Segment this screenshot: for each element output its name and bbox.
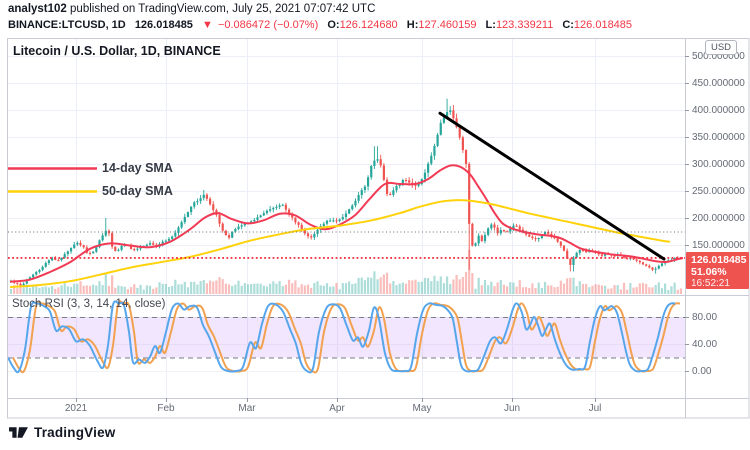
high-label: H: [406,19,419,31]
indicator-title: Stoch RSI (3, 3, 14, 14, close) [12,298,166,310]
stoch-d-line [12,300,681,374]
open-value: 126.124680 [339,19,398,31]
descending-trendline[interactable] [438,111,666,261]
change-value: −0.086472 (−0.07%) [217,19,319,31]
chart-title: Litecoin / U.S. Dollar, 1D, BINANCE [13,44,221,58]
price-axis-label: 500.000000 [692,50,745,62]
price-axis-label: 150.000000 [692,239,745,251]
price-axis-label: 200.000000 [692,212,745,224]
close-value: 126.018485 [573,19,633,31]
axis-ticks [76,56,689,402]
ohlc-row: BINANCE:LTCUSD, 1D 126.018485 ▼ −0.08647… [8,19,632,31]
price-axis-label: 350.000000 [692,131,745,143]
price-axis-label: 450.000000 [692,77,745,89]
gridlines [8,39,685,398]
low-label: L: [485,19,496,31]
time-axis-label: Apr [329,403,345,414]
stoch-k-line [8,300,676,374]
byline: analyst102 published on TradingView.com,… [8,3,375,15]
tradingview-logo-text: TradingView [34,425,116,440]
close-label: C: [562,19,574,31]
legend-50-day-sma: 50-day SMA [102,184,173,198]
stoch-axis-label: 0.00 [692,365,712,377]
price-axis-label: 300.000000 [692,158,745,170]
time-axis-label: Jul [588,403,602,414]
last-price: 126.018485 [134,19,193,31]
last-price-tag: 126.018485 51.06% 16:52:21 [686,252,749,289]
time-axis-label: Mar [238,403,256,414]
currency-unit-button[interactable]: USD [705,40,737,55]
time-axis-label: May [412,403,432,414]
price-axis-label: 250.000000 [692,185,745,197]
byline-text: published on TradingView.com, July 25, 2… [66,3,376,15]
tradingview-logo[interactable]: TradingView [8,424,115,441]
legend-14-day-sma: 14-day SMA [102,161,173,175]
last-price-tag-countdown: 16:52:21 [691,278,730,289]
low-value: 123.339211 [495,19,554,31]
byline-username: analyst102 [8,3,67,15]
change-down-arrow-icon: ▼ [202,19,213,31]
tradingview-logo-icon [9,427,28,438]
symbol-label: BINANCE:LTCUSD, 1D [8,19,126,31]
open-label: O: [327,19,340,31]
stoch-rsi-pane [8,300,685,374]
time-axis-label: 2021 [64,403,88,414]
price-axis-label: 400.000000 [692,104,745,116]
last-price-tag-percent: 51.06% [691,266,727,278]
volume-series [9,250,683,294]
sma50-line[interactable] [9,199,671,289]
time-axis-label: Feb [157,403,175,414]
time-axis-label: Jun [503,403,521,414]
last-price-tag-price: 126.018485 [691,254,747,266]
high-value: 127.460159 [418,19,477,31]
stoch-axis-label: 80.00 [692,311,718,323]
sma14-line[interactable] [9,164,684,283]
stoch-axis-label: 40.00 [692,338,718,350]
chart-frame [7,38,750,419]
